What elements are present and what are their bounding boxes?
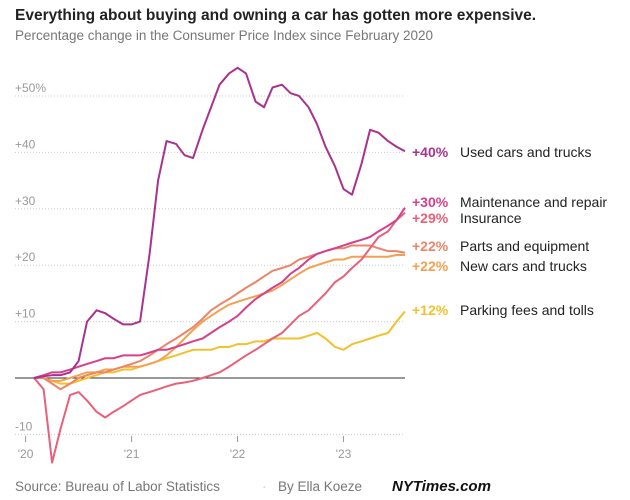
y-tick-label: -10 (15, 419, 33, 433)
y-tick-label: +20 (15, 250, 36, 264)
x-tick-label: '22 (230, 447, 246, 461)
x-tick-label: '20 (18, 447, 34, 461)
legend-label: Insurance (460, 210, 522, 226)
chart-subtitle: Percentage change in the Consumer Price … (15, 28, 433, 43)
y-tick-label: +40 (15, 137, 36, 151)
legend-label: Parts and equipment (460, 238, 589, 254)
series-line (33, 211, 406, 464)
y-tick-label: +10 (15, 307, 36, 321)
legend-label: New cars and trucks (460, 258, 587, 274)
byline: By Ella Koeze (278, 479, 362, 494)
source: Source: Bureau of Labor Statistics (15, 479, 220, 494)
legend-label: Used cars and trucks (460, 144, 592, 160)
series-line (34, 244, 406, 391)
end-label: +22% (412, 238, 449, 254)
legend-label: Parking fees and tolls (460, 302, 594, 318)
end-label: +12% (412, 302, 449, 318)
chart-title: Everything about buying and owning a car… (15, 7, 536, 24)
end-label: +22% (412, 258, 449, 274)
separator: · (262, 479, 267, 494)
legend-label: Maintenance and repair (460, 194, 607, 210)
series-line (33, 207, 406, 379)
y-tick-label: +50% (15, 81, 46, 95)
series-line (33, 66, 406, 379)
end-label: +30% (412, 194, 449, 210)
x-tick-label: '23 (336, 447, 352, 461)
series-line (34, 310, 406, 385)
end-label: +29% (412, 210, 449, 226)
end-label: +40% (412, 144, 449, 160)
y-tick-label: +30 (15, 194, 36, 208)
brand: NYTimes.com (392, 478, 491, 495)
x-tick-label: '21 (124, 447, 140, 461)
